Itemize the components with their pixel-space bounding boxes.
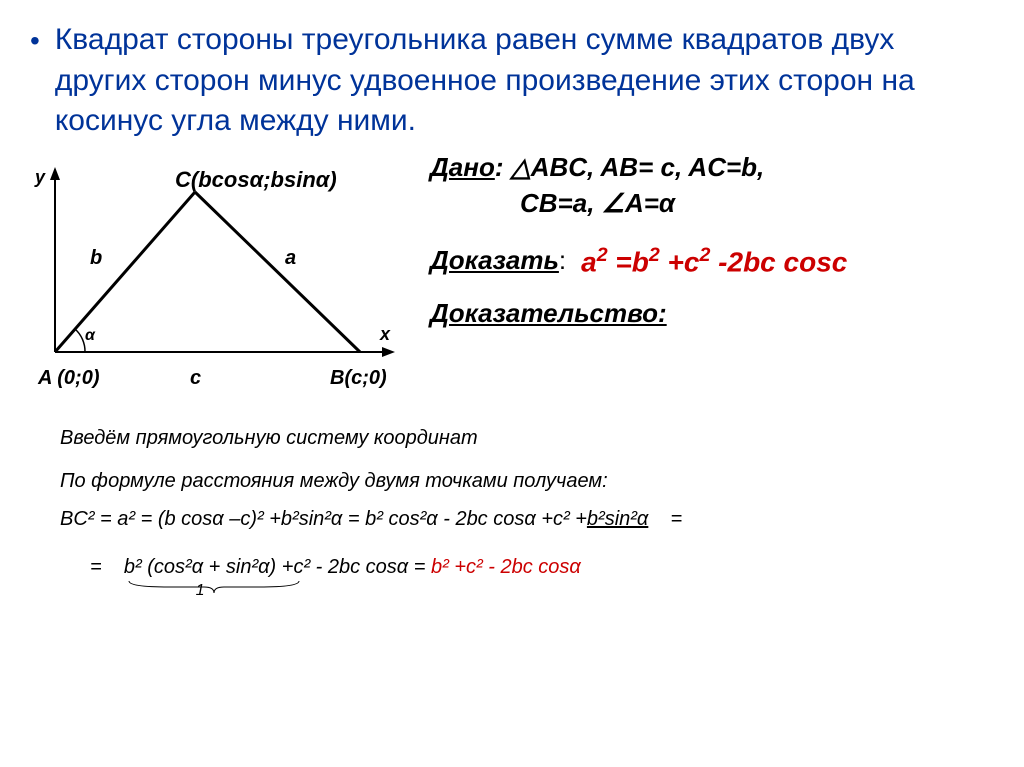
angle-label: α [85, 327, 95, 345]
step-intro: Введём прямоугольную систему координат [60, 427, 994, 450]
triangle-diagram: y x A (0;0) B(с;0) С(bcosα;bsinα) b a c … [30, 152, 410, 412]
prove-formula: a2 =b2 +c2 -2bc cosc [581, 244, 847, 278]
brace-label: 1 [196, 582, 205, 600]
prove-section: Доказать: a2 =b2 +c2 -2bc cosc [430, 244, 994, 278]
given-label: Дано [430, 152, 495, 182]
step-distance: По формуле расстояния между двумя точкам… [60, 470, 994, 493]
vertex-A-label: A (0;0) [38, 367, 99, 390]
bullet-marker: • [30, 25, 40, 57]
y-axis-label: y [35, 167, 45, 188]
side-b-label: b [90, 247, 102, 270]
side-c-label: c [190, 367, 201, 390]
vertex-B-label: B(с;0) [330, 367, 387, 390]
side-a-label: a [285, 247, 296, 270]
proof-label: Доказательство: [430, 298, 994, 329]
given-line1: △ABC, AB= c, AC=b, [511, 152, 765, 182]
given-section: Дано: △ABC, AB= c, AC=b, [430, 152, 994, 183]
prove-label: Доказать [430, 245, 559, 275]
formula-line-2: = b² (cos²α + sin²α) 1 +c² - 2bc cosα = … [90, 556, 994, 579]
vertex-C-label: С(bcosα;bsinα) [175, 167, 337, 193]
given-line2: CB=a, ∠A=α [520, 188, 994, 219]
formula-line-1: BC² = a² = (b cosα –c)² +b²sin²α = b² co… [60, 508, 994, 531]
x-axis-label: x [380, 324, 390, 345]
result-formula: b² +c² - 2bc cosα [431, 556, 581, 578]
theorem-statement: Квадрат стороны треугольника равен сумме… [55, 20, 994, 142]
